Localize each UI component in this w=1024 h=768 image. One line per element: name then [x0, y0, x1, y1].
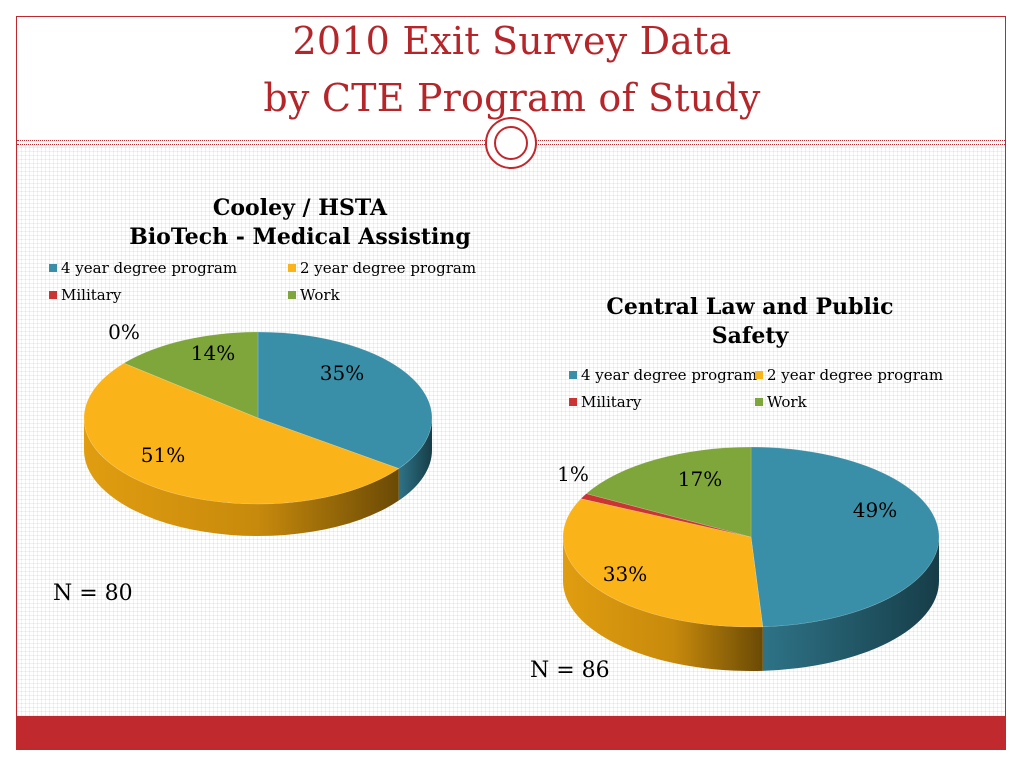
decorative-ring-icon [485, 117, 537, 169]
chart1-title-line-1: Cooley / HSTA [212, 195, 388, 221]
pie2-slice-work [585, 446, 752, 538]
footer-bar [17, 716, 1005, 749]
chart2-legend-4-year: 4 year degree program [569, 366, 757, 384]
chart2-legend-label-4-year: 4 year degree program [581, 366, 758, 384]
chart2-legend-swatch-2-year [755, 371, 763, 379]
chart1-legend-work: Work [288, 286, 340, 304]
pie2-slice-4-year [750, 446, 940, 628]
chart1-legend-swatch-military [49, 291, 57, 299]
chart2-legend-work: Work [755, 393, 807, 411]
pie2-side-2-year [563, 537, 763, 671]
chart2-legend-2-year: 2 year degree program [755, 366, 943, 384]
chart2-title-line-2: Safety [711, 323, 789, 349]
chart1-title-line-2: BioTech - Medical Assisting [129, 224, 471, 250]
chart2-title-line-1: Central Law and Public [606, 294, 894, 320]
chart2-legend-swatch-work [755, 398, 763, 406]
pie1-data-label-4-year: 35% [320, 361, 364, 385]
slide-title-line-1: 2010 Exit Survey Data [292, 19, 732, 63]
chart2-n-label: N = 86 [530, 658, 610, 683]
pie2-data-label-work: 17% [678, 467, 722, 491]
pie-chart-1: 35% 51% 0% 14% [83, 320, 433, 536]
pie1-data-label-military: 0% [108, 320, 140, 344]
chart2-legend-swatch-4-year [569, 371, 577, 379]
pie2-data-label-2-year: 33% [603, 562, 647, 586]
chart1-legend-label-work: Work [300, 286, 340, 304]
chart2-legend-label-work: Work [767, 393, 807, 411]
decorative-ring-inner [494, 126, 528, 160]
pie1-slice-work [123, 331, 259, 419]
pie2-slice-military [580, 493, 752, 538]
chart2-legend-label-military: Military [581, 393, 642, 411]
pie1-slice-4-year [257, 331, 433, 469]
chart1-legend-military: Military [49, 286, 121, 304]
chart1-n-label: N = 80 [53, 581, 133, 606]
chart1-title: Cooley / HSTA BioTech - Medical Assistin… [100, 194, 500, 252]
pie1-data-label-work: 14% [191, 341, 235, 365]
chart1-legend-label-military: Military [61, 286, 122, 304]
chart1-legend-label-4-year: 4 year degree program [61, 259, 238, 277]
chart2-title: Central Law and Public Safety [550, 293, 950, 351]
pie2-slice-2-year [562, 498, 764, 628]
chart1-legend-swatch-work [288, 291, 296, 299]
chart2-legend-military: Military [569, 393, 641, 411]
pie2-side-4-year [762, 537, 939, 671]
pie1-side-4-year [398, 418, 432, 501]
pie1-slice-2-year [83, 362, 400, 505]
chart1-legend-2-year: 2 year degree program [288, 259, 476, 277]
chart1-legend-swatch-2-year [288, 264, 296, 272]
chart1-legend-label-2-year: 2 year degree program [300, 259, 477, 277]
pie1-data-label-2-year: 51% [141, 443, 185, 467]
chart2-legend-swatch-military [569, 398, 577, 406]
pie2-data-label-4-year: 49% [853, 498, 897, 522]
chart1-legend-4-year: 4 year degree program [49, 259, 237, 277]
chart1-legend-swatch-4-year [49, 264, 57, 272]
pie1-side-2-year [84, 418, 399, 536]
pie-chart-2: 49% 33% 1% 17% [557, 446, 940, 671]
slide-title-line-2: by CTE Program of Study [263, 76, 761, 120]
pie2-data-label-military: 1% [557, 462, 589, 486]
chart2-legend-label-2-year: 2 year degree program [767, 366, 944, 384]
